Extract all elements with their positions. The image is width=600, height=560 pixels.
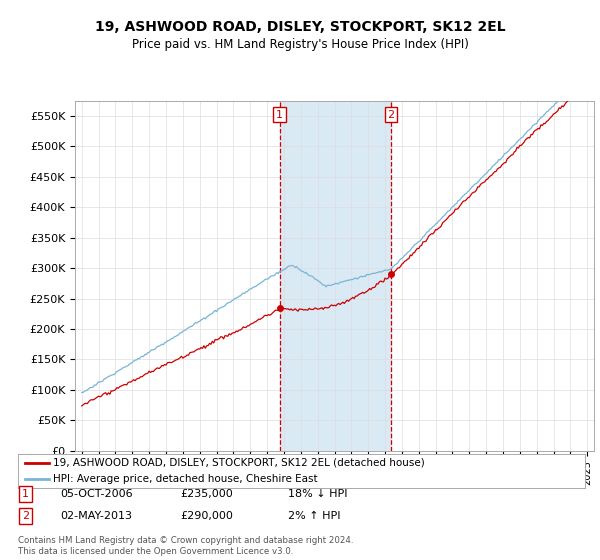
Text: Price paid vs. HM Land Registry's House Price Index (HPI): Price paid vs. HM Land Registry's House …	[131, 38, 469, 51]
Text: 05-OCT-2006: 05-OCT-2006	[60, 489, 133, 499]
Text: Contains HM Land Registry data © Crown copyright and database right 2024.
This d: Contains HM Land Registry data © Crown c…	[18, 536, 353, 556]
Text: HPI: Average price, detached house, Cheshire East: HPI: Average price, detached house, Ches…	[53, 474, 318, 484]
Text: £235,000: £235,000	[180, 489, 233, 499]
Text: 19, ASHWOOD ROAD, DISLEY, STOCKPORT, SK12 2EL: 19, ASHWOOD ROAD, DISLEY, STOCKPORT, SK1…	[95, 20, 505, 34]
Text: 2% ↑ HPI: 2% ↑ HPI	[288, 511, 341, 521]
Text: 02-MAY-2013: 02-MAY-2013	[60, 511, 132, 521]
Text: 2: 2	[22, 511, 29, 521]
Text: £290,000: £290,000	[180, 511, 233, 521]
Text: 1: 1	[22, 489, 29, 499]
Text: 1: 1	[276, 110, 283, 119]
Text: 2: 2	[388, 110, 395, 119]
Bar	[280, 101, 391, 451]
Text: 18% ↓ HPI: 18% ↓ HPI	[288, 489, 347, 499]
Text: 19, ASHWOOD ROAD, DISLEY, STOCKPORT, SK12 2EL (detached house): 19, ASHWOOD ROAD, DISLEY, STOCKPORT, SK1…	[53, 458, 425, 468]
